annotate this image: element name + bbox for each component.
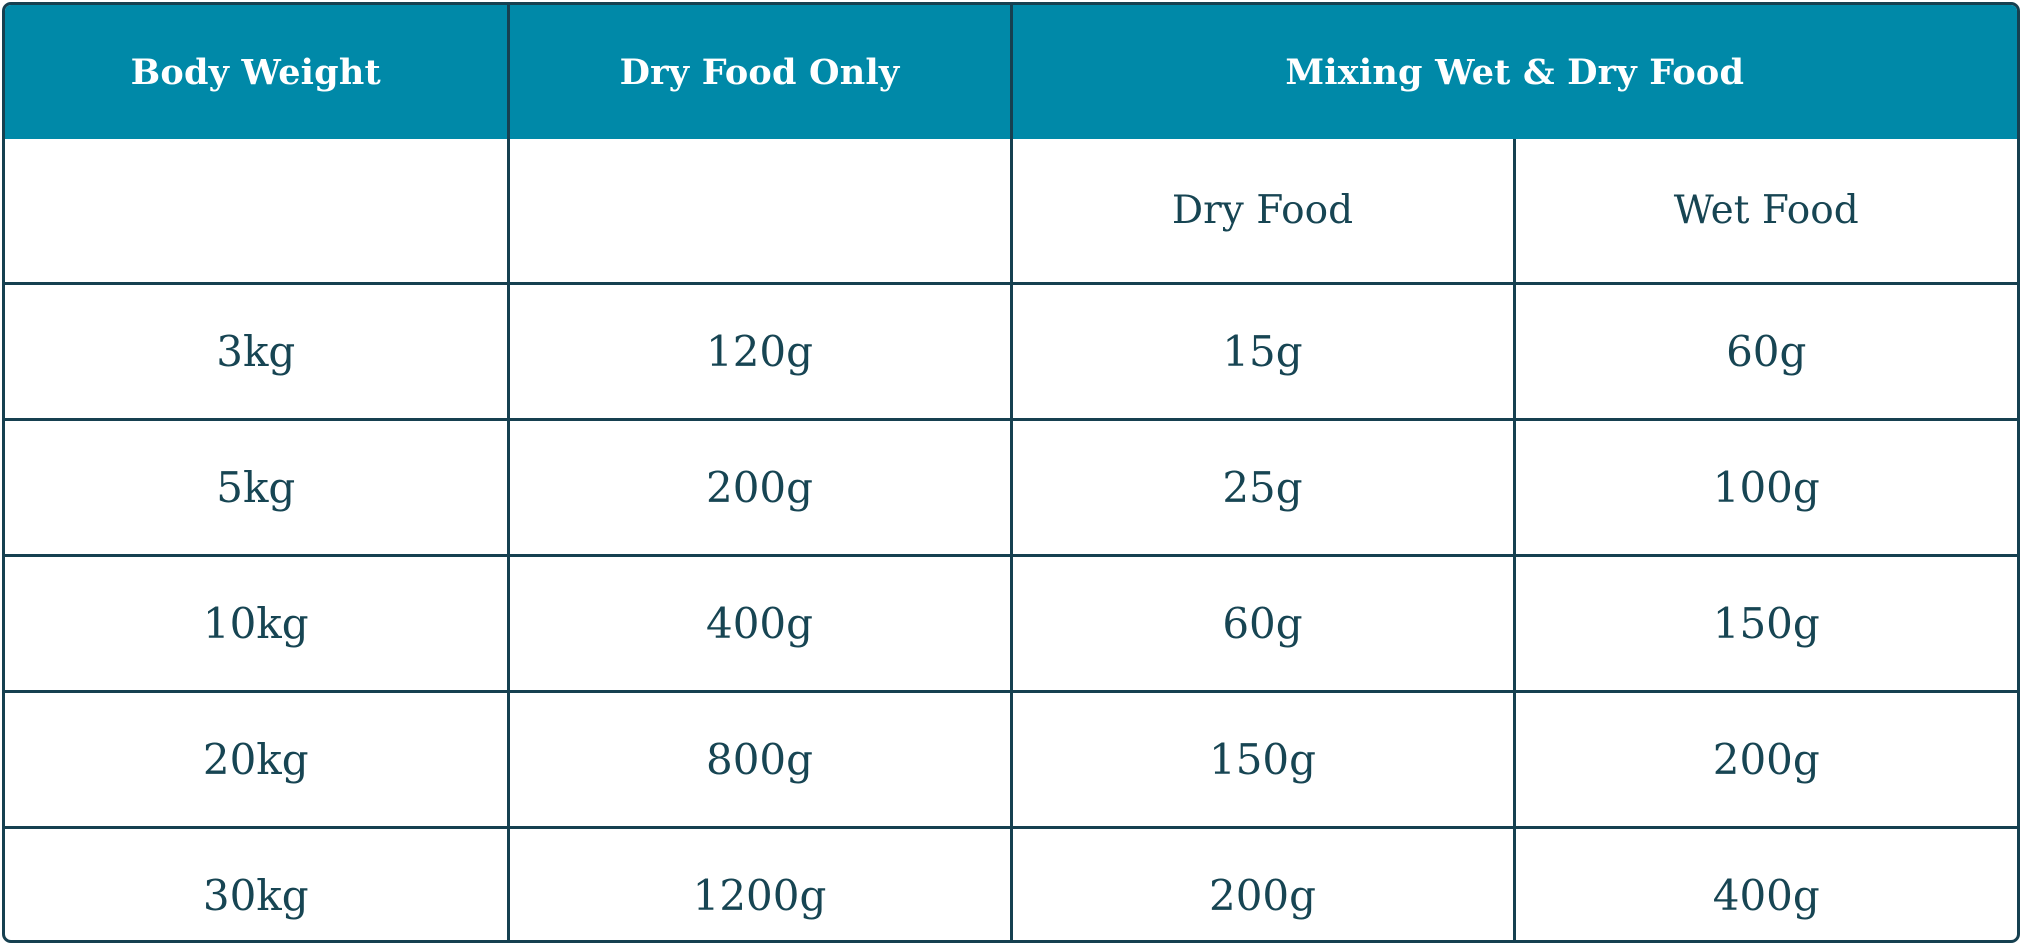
mix-wet-cell: 150g [1512,554,2017,693]
mix-wet-cell: 400g [1512,826,2017,940]
mix-wet-cell: 200g [1512,690,2017,829]
dry-only-cell: 400g [506,554,1013,693]
table-row: 5kg 200g 25g 100g [5,418,2017,557]
table-row: 3kg 120g 15g 60g [5,282,2017,421]
mix-dry-cell: 25g [1009,418,1516,557]
body-weight-cell: 3kg [5,282,510,421]
body-weight-cell: 5kg [5,418,510,557]
dry-only-cell: 800g [506,690,1013,829]
subheader-empty-cell [506,139,1013,285]
subheader-empty-cell [5,139,510,285]
dry-only-cell: 1200g [506,826,1013,940]
header-mixing-wet-dry: Mixing Wet & Dry Food [1009,5,2017,139]
mix-dry-cell: 150g [1009,690,1516,829]
mix-wet-cell: 100g [1512,418,2017,557]
mix-dry-cell: 60g [1009,554,1516,693]
body-weight-cell: 20kg [5,690,510,829]
subheader-wet-food: Wet Food [1512,139,2017,285]
table-row: 30kg 1200g 200g 400g [5,826,2017,940]
subheader-row: Dry Food Wet Food [5,139,2017,285]
feeding-table: Body Weight Dry Food Only Mixing Wet & D… [5,5,2017,940]
dry-only-cell: 120g [506,282,1013,421]
subheader-dry-food: Dry Food [1009,139,1516,285]
body-weight-cell: 10kg [5,554,510,693]
mix-wet-cell: 60g [1512,282,2017,421]
body-weight-cell: 30kg [5,826,510,940]
table-row: 10kg 400g 60g 150g [5,554,2017,693]
header-row: Body Weight Dry Food Only Mixing Wet & D… [5,5,2017,139]
table-row: 20kg 800g 150g 200g [5,690,2017,829]
mix-dry-cell: 200g [1009,826,1516,940]
dry-only-cell: 200g [506,418,1013,557]
header-dry-food-only: Dry Food Only [506,5,1013,139]
header-body-weight: Body Weight [5,5,510,139]
mix-dry-cell: 15g [1009,282,1516,421]
